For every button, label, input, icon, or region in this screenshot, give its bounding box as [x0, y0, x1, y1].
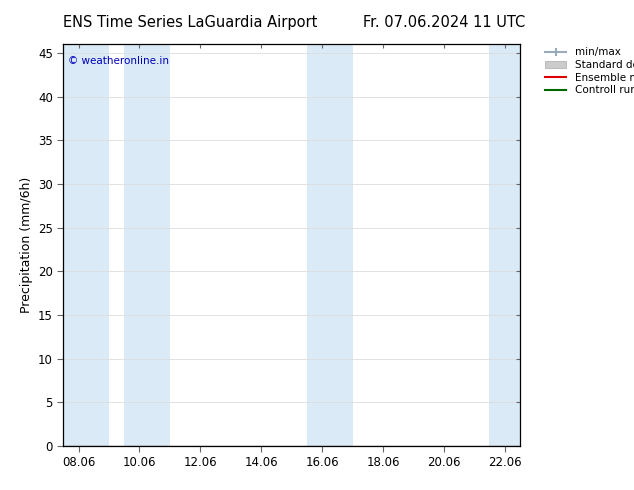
- Legend: min/max, Standard deviation, Ensemble mean run, Controll run: min/max, Standard deviation, Ensemble me…: [543, 45, 634, 98]
- Bar: [489, 44, 520, 446]
- Bar: [124, 44, 170, 446]
- Text: © weatheronline.in: © weatheronline.in: [68, 56, 169, 66]
- Y-axis label: Precipitation (mm/6h): Precipitation (mm/6h): [20, 177, 32, 313]
- Text: ENS Time Series LaGuardia Airport: ENS Time Series LaGuardia Airport: [63, 15, 318, 30]
- Bar: [63, 44, 109, 446]
- Text: Fr. 07.06.2024 11 UTC: Fr. 07.06.2024 11 UTC: [363, 15, 525, 30]
- Bar: [307, 44, 353, 446]
